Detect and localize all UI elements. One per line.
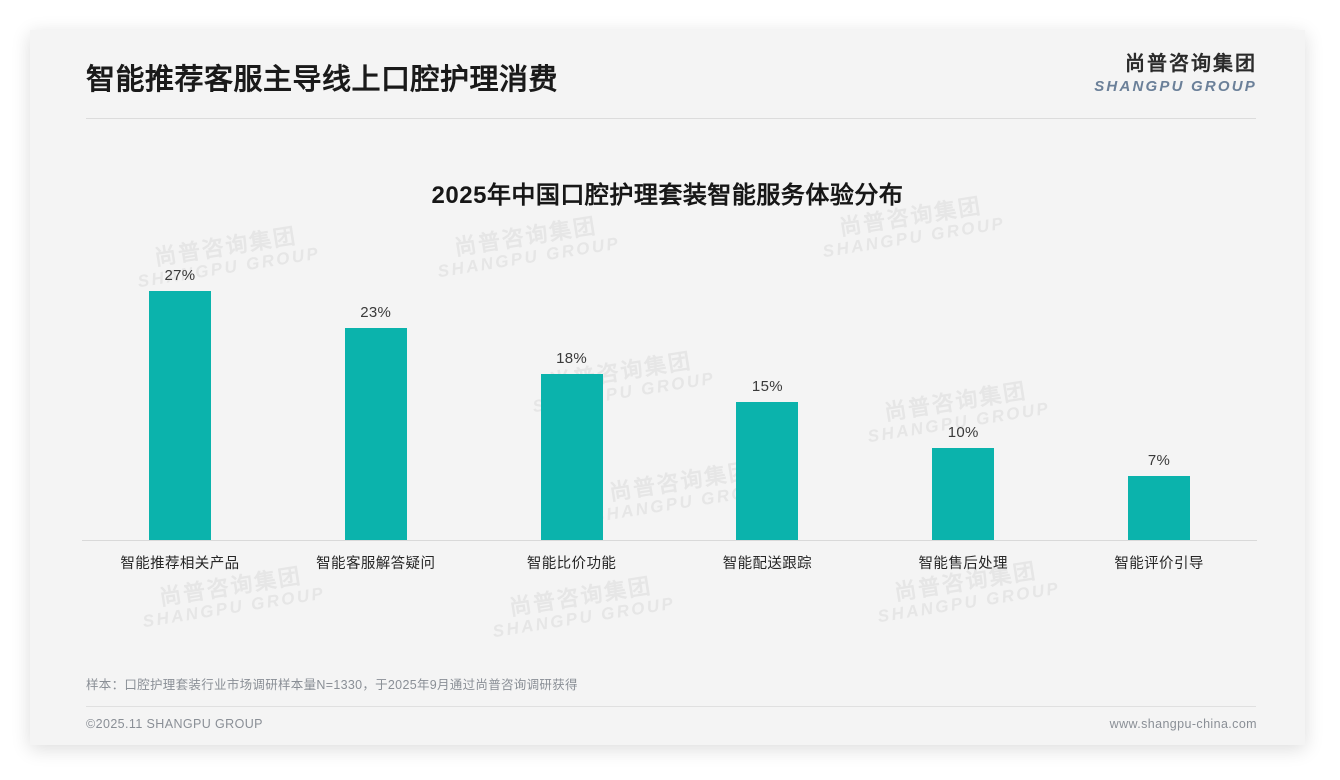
bar-value-label: 18% (556, 350, 588, 368)
bar-item: 18% (474, 245, 670, 541)
bar-item: 10% (865, 245, 1061, 541)
header-divider (86, 118, 1256, 119)
copyright-text: ©2025.11 SHANGPU GROUP (86, 717, 263, 731)
bar-item: 27% (82, 245, 278, 541)
bar-value-label: 7% (1147, 452, 1171, 470)
bar-item: 7% (1061, 245, 1257, 541)
bar-value-label: 15% (751, 378, 783, 396)
bar-value-label: 23% (360, 304, 392, 321)
bar-rect (736, 402, 799, 541)
bar-rect (148, 291, 211, 541)
brand-logo-cn: 尚普咨询集团 (1125, 53, 1257, 75)
x-tick-label: 智能评价引导 (1114, 556, 1204, 572)
slide-footer: ©2025.11 SHANGPU GROUP www.shangpu-china… (30, 707, 1305, 745)
x-tick-label: 智能比价功能 (526, 556, 617, 572)
bar-rect (540, 374, 603, 541)
bar-value-label: 27% (164, 267, 196, 284)
footer-divider (86, 706, 1256, 707)
brand-logo-en: SHANGPU GROUP (1094, 78, 1257, 95)
x-tick-label: 智能售后处理 (918, 556, 1008, 572)
slide-header: 智能推荐客服主导线上口腔护理消费 尚普咨询集团 SHANGPU GROUP (30, 30, 1305, 120)
bar-item: 15% (669, 245, 865, 541)
bar-rect (344, 328, 407, 541)
x-axis-tick-labels: 智能推荐相关产品 智能客服解答疑问 智能比价功能 智能配送跟踪 智能售后处理 智… (82, 549, 1257, 579)
x-tick-label: 智能客服解答疑问 (316, 556, 436, 572)
slide-card: 尚普咨询集团 SHANGPU GROUP 尚普咨询集团 SHANGPU GROU… (30, 30, 1305, 745)
bar-item: 23% (278, 245, 474, 541)
bar-rect (1128, 476, 1191, 541)
bar-value-label: 10% (947, 424, 979, 442)
bar-series: 27% 23% 18% 15% 10% (82, 245, 1257, 541)
chart-container: 2025年中国口腔护理套装智能服务体验分布 27% 23% 18% 15% (30, 130, 1305, 650)
bar-chart-plot: 27% 23% 18% 15% 10% (82, 245, 1257, 587)
bar-rect (932, 448, 995, 541)
x-axis-line (82, 540, 1257, 541)
source-footnote: 样本：口腔护理套装行业市场调研样本量N=1330，于2025年9月通过尚普咨询调… (86, 678, 578, 692)
x-tick-label: 智能推荐相关产品 (120, 556, 240, 572)
website-url[interactable]: www.shangpu-china.com (1109, 717, 1257, 731)
chart-title: 2025年中国口腔护理套装智能服务体验分布 (431, 182, 904, 209)
brand-logo: 尚普咨询集团 SHANGPU GROUP (1094, 53, 1257, 95)
page-title: 智能推荐客服主导线上口腔护理消费 (86, 64, 559, 96)
x-tick-label: 智能配送跟踪 (722, 556, 813, 572)
